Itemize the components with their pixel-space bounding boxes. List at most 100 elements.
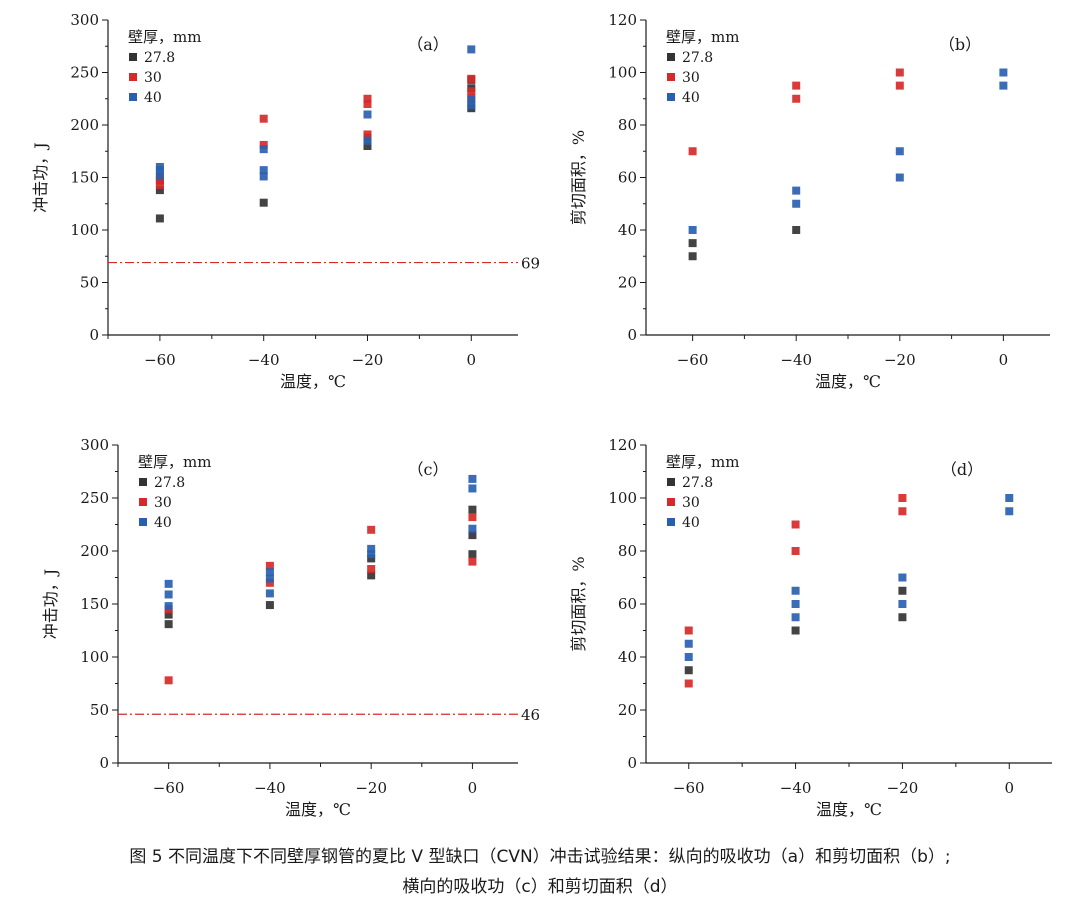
x-tick-label: −20 <box>887 779 919 797</box>
y-tick-label: 40 <box>618 221 637 239</box>
x-tick-label: −60 <box>153 779 185 797</box>
data-point-30 <box>363 94 372 103</box>
legend-marker <box>667 518 675 526</box>
data-point-40 <box>259 145 268 154</box>
legend-label: 27.8 <box>682 475 713 491</box>
legend-title: 壁厚，mm <box>138 453 211 471</box>
data-point-40 <box>895 173 904 182</box>
data-point-27-8 <box>367 554 376 563</box>
data-point-40 <box>895 147 904 156</box>
legend-label: 30 <box>682 495 700 511</box>
legend-label: 27.8 <box>154 475 185 491</box>
y-tick-label: 60 <box>618 595 637 613</box>
data-point-30 <box>363 100 372 108</box>
data-point-27-8 <box>688 252 697 261</box>
data-point-40 <box>164 579 173 588</box>
legend-marker <box>129 73 137 81</box>
data-point-40 <box>265 589 274 598</box>
panel-label: （a） <box>407 35 449 54</box>
legend-title: 壁厚，mm <box>666 28 739 46</box>
data-point-40 <box>468 474 477 483</box>
x-tick-label: 0 <box>467 351 477 369</box>
data-point-40 <box>265 568 274 577</box>
data-point-30 <box>363 130 372 139</box>
data-point-40 <box>791 586 800 595</box>
y-axis-title: 剪切面积，% <box>569 556 588 651</box>
legend-marker <box>139 478 147 486</box>
data-point-27-8 <box>791 626 800 635</box>
x-tick-label: −20 <box>884 351 916 369</box>
y-tick-label: 250 <box>70 64 99 82</box>
y-tick-label: 80 <box>618 542 637 560</box>
data-point-30 <box>791 547 800 555</box>
panel-label: （c） <box>408 460 449 479</box>
chart-a-svg: 0 50 100 150 200 250 300 −60 −40 −20 0 温度，℃ 冲击功，J （a）… <box>31 11 540 391</box>
x-axis-title: 温度，℃ <box>280 372 346 391</box>
legend-marker <box>139 498 147 506</box>
data-point-27-8 <box>468 550 477 559</box>
y-tick-label: 150 <box>80 595 109 613</box>
chart-b-svg: 0 20 40 60 80 100 120 −60 −40 −20 0 温度，℃ 剪切面积，% （b） 壁厚… <box>569 11 1050 391</box>
caption-line-1: 图 5 不同温度下不同壁厚钢管的夏比 V 型缺口（CVN）冲击试验结果：纵向的吸… <box>129 847 951 867</box>
data-point-40 <box>363 136 372 145</box>
data-point-27-8 <box>367 571 376 580</box>
data-point-40 <box>468 484 477 493</box>
x-axis-title: 温度，℃ <box>285 800 351 819</box>
y-tick-label: 50 <box>90 701 109 719</box>
y-axis-title: 剪切面积，% <box>569 130 588 225</box>
data-point-30 <box>792 94 801 103</box>
legend-marker <box>139 518 147 526</box>
y-tick-label: 150 <box>70 169 99 187</box>
data-point-30 <box>688 147 697 156</box>
data-point-40 <box>164 590 173 599</box>
legend-label: 30 <box>682 70 700 86</box>
y-tick-label: 250 <box>80 489 109 507</box>
data-point-30 <box>259 114 268 123</box>
threshold-label: 69 <box>521 255 540 273</box>
data-point-30 <box>684 679 693 688</box>
data-point-40 <box>898 600 907 608</box>
y-tick-label: 100 <box>80 648 109 666</box>
y-tick-label: 200 <box>80 542 109 560</box>
legend-label: 30 <box>154 495 172 511</box>
data-point-30 <box>898 507 907 516</box>
y-axis-title: 冲击功，J <box>41 569 60 639</box>
data-point-30 <box>164 676 173 685</box>
data-point-30 <box>895 81 904 90</box>
legend-marker <box>667 478 675 486</box>
x-tick-label: −40 <box>780 351 812 369</box>
x-axis-title: 温度，℃ <box>815 372 881 391</box>
data-point-27-8 <box>265 601 274 610</box>
data-point-30 <box>265 561 274 570</box>
data-point-27-8 <box>164 610 173 619</box>
threshold-label: 46 <box>521 706 540 724</box>
data-point-40 <box>363 110 372 119</box>
x-tick-label: −60 <box>144 351 176 369</box>
legend-marker <box>667 73 675 81</box>
legend-marker <box>667 498 675 506</box>
y-tick-label: 300 <box>80 436 109 454</box>
chart-c-svg: 0 50 100 150 200 250 300 −60 −40 −20 0 温度，℃ 冲击功，J （c）… <box>41 436 540 819</box>
legend-marker <box>129 53 137 61</box>
chart-panel-d: 0 20 40 60 80 100 120 −60 −40 −20 0 温度，℃ 剪切面积，% （d） 壁厚… <box>540 425 1080 835</box>
data-point-40 <box>164 602 173 611</box>
data-point-30 <box>467 87 476 96</box>
data-point-27-8 <box>688 239 697 248</box>
data-point-40 <box>688 226 697 234</box>
data-point-40 <box>259 172 268 181</box>
legend-label: 30 <box>144 70 162 86</box>
y-tick-label: 20 <box>618 701 637 719</box>
legend-marker <box>129 93 137 101</box>
legend-marker <box>667 93 675 101</box>
data-point-40 <box>791 613 800 622</box>
y-tick-label: 60 <box>618 169 637 187</box>
data-point-30 <box>898 494 907 502</box>
y-tick-label: 50 <box>80 274 99 292</box>
data-point-27-8 <box>684 666 693 675</box>
x-tick-label: −20 <box>352 351 384 369</box>
data-point-40 <box>467 101 476 110</box>
data-point-40 <box>684 653 693 661</box>
y-tick-label: 0 <box>627 754 637 772</box>
legend-label: 40 <box>682 90 700 106</box>
legend-label: 40 <box>154 515 172 531</box>
